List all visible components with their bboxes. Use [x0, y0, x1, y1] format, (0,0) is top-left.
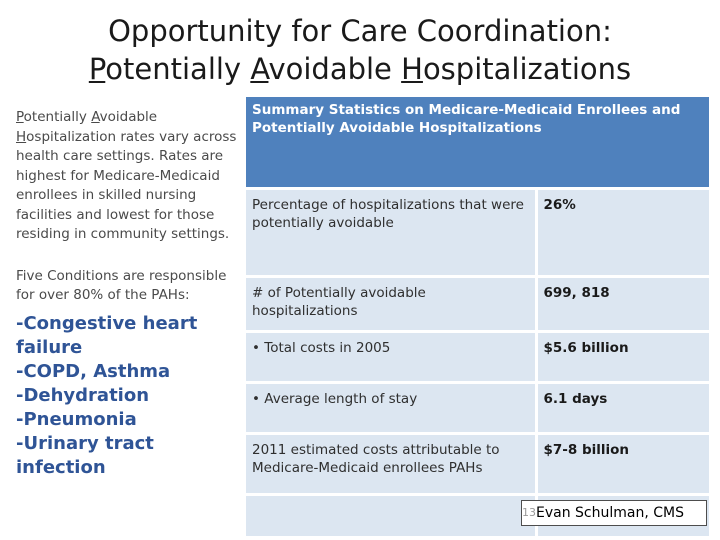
conditions-list: -Congestive heart failure -COPD, Asthma …	[16, 312, 238, 480]
table-header-row: Summary Statistics on Medicare-Medicaid …	[246, 97, 710, 189]
credit-text: Evan Schulman, CMS	[536, 505, 684, 521]
title-word-ospitalizations: ospitalizations	[422, 52, 632, 86]
table-row: • Average length of stay 6.1 days	[246, 381, 710, 434]
row-value: 26%	[534, 187, 710, 277]
condition-item: -Pneumonia	[16, 408, 137, 430]
title-line-2: Potentially Avoidable Hospitalizations	[0, 50, 720, 88]
row-label: Percentage of hospitalizations that were…	[246, 187, 536, 277]
intro-initial-a: A	[91, 109, 100, 125]
row-label: • Total costs in 2005	[246, 330, 536, 383]
table-row: 2011 estimated costs attributable to Med…	[246, 432, 710, 495]
table-row: Percentage of hospitalizations that were…	[246, 187, 710, 277]
row-label: # of Potentially avoidable hospitalizati…	[246, 275, 536, 332]
intro-initial-p: P	[16, 109, 24, 125]
row-value: $5.6 billion	[534, 330, 710, 383]
row-label: • Average length of stay	[246, 381, 536, 434]
conditions-intro: Five Conditions are responsible for over…	[16, 267, 227, 304]
slide-title: Opportunity for Care Coordination: Poten…	[0, 12, 720, 88]
intro-word-otentially: otentially	[23, 109, 92, 125]
condition-item: -Urinary tract infection	[16, 432, 154, 478]
row-value: 699, 818	[534, 275, 710, 332]
slide-number: 13	[522, 506, 536, 519]
table-header: Summary Statistics on Medicare-Medicaid …	[246, 97, 710, 189]
table-row: # of Potentially avoidable hospitalizati…	[246, 275, 710, 332]
condition-item: -Congestive heart failure	[16, 312, 198, 358]
condition-item: -Dehydration	[16, 384, 150, 406]
title-word-otentially: otentially	[105, 52, 251, 86]
left-text-column: Potentially Avoidable Hospitalization rat…	[16, 108, 238, 480]
intro-word-voidable: voidable	[99, 109, 158, 125]
intro-paragraph: Potentially Avoidable Hospitalization rat…	[16, 108, 238, 245]
summary-statistics-table: Summary Statistics on Medicare-Medicaid …	[246, 97, 710, 536]
title-line-1: Opportunity for Care Coordination:	[108, 14, 612, 48]
row-value: $7-8 billion	[534, 432, 710, 495]
row-value: 6.1 days	[534, 381, 710, 434]
title-initial-h: H	[401, 52, 423, 86]
row-label	[246, 493, 536, 536]
title-initial-p: P	[88, 52, 106, 86]
intro-rest: ospitalization rates vary across health …	[16, 128, 237, 243]
intro-initial-h: H	[16, 128, 27, 145]
summary-table-container: Summary Statistics on Medicare-Medicaid …	[246, 97, 710, 536]
condition-item: -COPD, Asthma	[16, 360, 171, 382]
credit-box: 13Evan Schulman, CMS	[521, 500, 707, 526]
row-label: 2011 estimated costs attributable to Med…	[246, 432, 536, 495]
title-word-voidable: voidable	[268, 52, 402, 86]
title-initial-a: A	[250, 52, 269, 86]
table-row: • Total costs in 2005 $5.6 billion	[246, 330, 710, 383]
